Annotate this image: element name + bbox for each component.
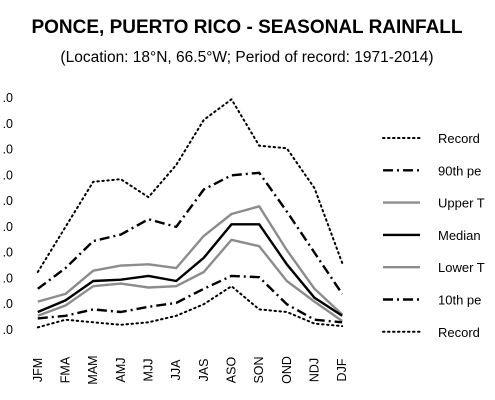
y-tick-label: .0 — [3, 117, 13, 131]
legend: Record 90th pe Upper T Median Lower T 10th pe… — [382, 131, 485, 340]
chart-title: PONCE, PUERTO RICO - SEASONAL RAINFALL — [31, 17, 462, 38]
y-tick-label: .0 — [3, 246, 13, 260]
series-line — [37, 205, 344, 316]
legend-label: Lower T — [438, 260, 485, 275]
y-tick-label: .0 — [3, 168, 13, 182]
x-tick-label: OND — [280, 356, 294, 384]
y-tick-label: .0 — [3, 297, 13, 311]
y-tick-label: .0 — [3, 194, 13, 208]
plot-area: .0 .0 .0 .0 .0 .0 .0 .0 .0 .0 JFM FMA MAM AMJ MJJ JJA JA… — [3, 91, 350, 385]
x-tick-label: JJA — [169, 359, 183, 381]
x-tick-label: AMJ — [114, 358, 128, 383]
legend-label: 10th pe — [438, 293, 481, 308]
y-tick-label: .0 — [3, 220, 13, 234]
y-tick-label: .0 — [3, 143, 13, 157]
legend-label: 90th pe — [438, 163, 481, 178]
legend-label: Record — [438, 131, 480, 146]
x-tick-label: DJF — [335, 358, 349, 381]
series-line — [36, 285, 344, 329]
legend-label: Median — [438, 228, 481, 243]
x-tick-label: JAS — [197, 359, 211, 382]
legend-label: Record — [438, 325, 480, 340]
chart-subtitle: (Location: 18°N, 66.5°W; Period of recor… — [60, 49, 433, 66]
x-tick-label: FMA — [59, 356, 73, 383]
x-tick-label: JFM — [31, 358, 45, 382]
series-line — [37, 274, 343, 324]
x-tick-label: MAM — [86, 355, 100, 384]
series-line — [37, 171, 344, 295]
legend-label: Upper T — [438, 196, 485, 211]
x-tick-label: SON — [252, 356, 266, 383]
x-tick-label: NDJ — [308, 358, 322, 382]
x-tick-label: MJJ — [142, 359, 156, 382]
series-line — [36, 98, 344, 273]
series-line — [37, 223, 343, 317]
y-tick-label: .0 — [3, 91, 13, 105]
y-tick-label: .0 — [3, 323, 13, 337]
y-tick-label: .0 — [3, 271, 13, 285]
x-tick-label: ASO — [225, 357, 239, 384]
series-line — [37, 238, 343, 322]
